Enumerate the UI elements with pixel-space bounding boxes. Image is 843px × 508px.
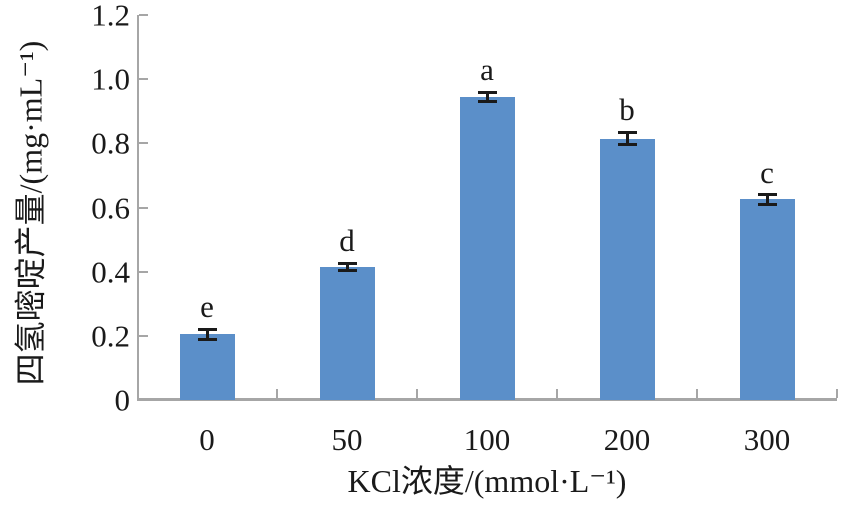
significance-letter: a <box>480 52 494 87</box>
x-tick-label: 200 <box>603 422 651 457</box>
significance-letter: b <box>619 92 635 128</box>
x-tick-label: 0 <box>199 422 215 457</box>
y-axis-tick <box>139 142 148 145</box>
significance-letter: d <box>339 223 355 258</box>
error-bar-cap <box>337 269 357 273</box>
y-axis-title: 四氢嘧啶产量/(mg·mL⁻¹) <box>12 40 49 386</box>
x-axis-tick <box>416 389 418 398</box>
error-bar-cap <box>757 193 777 197</box>
y-axis-tick <box>139 206 148 209</box>
y-axis-line <box>137 15 139 400</box>
x-axis-tick <box>696 389 698 398</box>
bar <box>599 138 655 400</box>
y-tick-label: 0.4 <box>91 254 130 290</box>
y-axis-tick <box>139 14 148 16</box>
y-tick-label: 1.0 <box>91 61 130 97</box>
y-axis-tick <box>139 270 148 273</box>
x-axis-tick <box>836 389 838 398</box>
error-bar <box>625 132 629 145</box>
x-axis-title: KCl浓度/(mmol·L⁻¹) <box>347 463 627 499</box>
bar <box>739 199 795 400</box>
significance-letter: c <box>760 154 774 190</box>
error-bar-cap <box>477 100 497 104</box>
x-axis-tick <box>556 389 558 398</box>
bar <box>179 334 235 400</box>
bar <box>459 96 515 400</box>
y-tick-label: 1.2 <box>91 0 130 33</box>
error-bar-cap <box>477 90 497 94</box>
x-tick-label: 100 <box>463 422 511 457</box>
y-tick-label: 0.2 <box>91 318 130 354</box>
error-bar <box>345 263 349 271</box>
error-bar-cap <box>617 130 637 134</box>
error-bar-cap <box>337 261 357 265</box>
error-bar-cap <box>197 327 217 331</box>
error-bar <box>485 92 489 102</box>
error-bar-cap <box>757 202 777 206</box>
x-axis-tick <box>276 389 278 398</box>
x-tick-label: 50 <box>331 422 363 457</box>
bar <box>319 266 375 400</box>
error-bar-cap <box>617 143 637 147</box>
error-bar-cap <box>197 337 217 341</box>
error-bar <box>205 329 209 340</box>
plot-area: e d a b c <box>137 14 838 401</box>
y-tick-label: 0.8 <box>91 125 130 161</box>
significance-letter: e <box>200 289 214 325</box>
y-axis-tick <box>139 334 148 337</box>
y-tick-label: 0.6 <box>91 190 130 225</box>
y-axis-tick <box>139 78 148 81</box>
y-tick-label: 0 <box>114 382 131 418</box>
error-bar <box>765 194 769 205</box>
x-tick-label: 300 <box>743 422 791 457</box>
